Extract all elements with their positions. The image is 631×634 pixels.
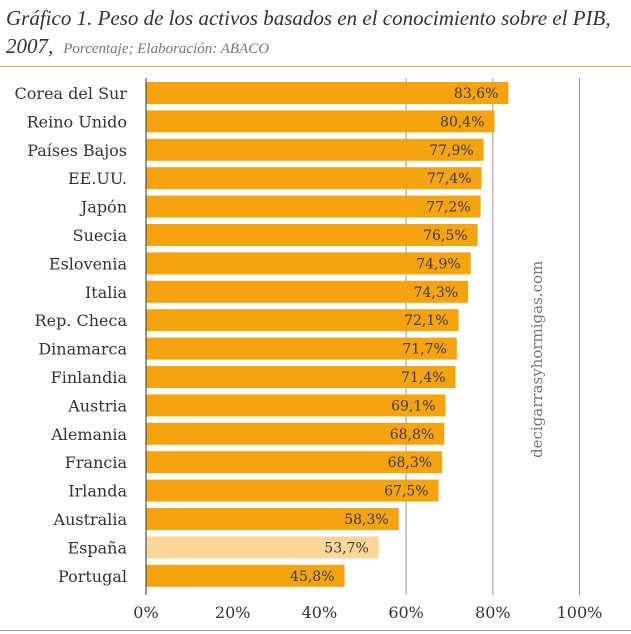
category-label: Corea del Sur	[15, 84, 128, 103]
x-tick-label: 60%	[388, 603, 424, 622]
category-label: Italia	[85, 283, 128, 302]
bar	[146, 451, 443, 474]
bar	[146, 138, 484, 161]
category-label: EE.UU.	[68, 169, 127, 188]
x-tick-label: 80%	[475, 603, 511, 622]
bar	[146, 366, 456, 388]
bar	[146, 82, 509, 104]
category-label: Finlandia	[51, 368, 128, 387]
chart-title-year: 2007,	[6, 34, 54, 58]
category-label: Reino Unido	[27, 112, 127, 131]
bar	[146, 224, 478, 246]
category-label: Francia	[65, 453, 128, 472]
bar	[146, 564, 345, 587]
category-label: Suecia	[73, 226, 128, 245]
category-label: Rep. Checa	[35, 311, 128, 330]
category-label: Eslovenia	[49, 254, 128, 273]
bar	[146, 337, 457, 360]
data-label: 77,2%	[426, 200, 470, 216]
data-label: 80,4%	[440, 114, 484, 130]
bar	[146, 479, 439, 502]
bar	[146, 167, 482, 190]
category-label: Irlanda	[68, 482, 127, 501]
data-label: 77,9%	[429, 143, 473, 159]
bar	[146, 252, 471, 275]
data-label: 53,7%	[324, 540, 368, 556]
bar	[146, 280, 469, 303]
category-label: Dinamarca	[38, 340, 127, 359]
chart-title-line-1: Gráfico 1. Peso de los activos basados e…	[6, 6, 611, 30]
x-tick-label: 100%	[557, 603, 603, 622]
category-label: Países Bajos	[27, 141, 127, 160]
data-label: 74,9%	[416, 256, 460, 272]
data-label: 45,8%	[290, 569, 334, 585]
data-label: 72,1%	[404, 313, 448, 329]
data-label: 74,3%	[414, 285, 458, 301]
chart-subtitle: Porcentaje; Elaboración: ABACO	[63, 41, 270, 57]
bottom-divider	[0, 630, 631, 631]
data-label: 71,7%	[402, 342, 446, 358]
bar	[146, 536, 379, 559]
bar	[146, 195, 481, 218]
data-label: 69,1%	[391, 398, 435, 414]
category-label: Australia	[53, 510, 128, 529]
bar	[146, 110, 495, 133]
category-label: Japón	[79, 198, 127, 217]
x-tick-label: 20%	[215, 603, 251, 622]
header-divider	[0, 66, 631, 67]
x-tick-label: 0%	[133, 603, 158, 622]
bar	[146, 508, 399, 530]
data-label: 83,6%	[454, 86, 498, 102]
category-label: Alemania	[50, 425, 127, 444]
category-label: España	[67, 538, 127, 557]
category-label: Portugal	[58, 567, 127, 586]
data-label: 67,5%	[384, 484, 428, 500]
bar	[146, 422, 445, 445]
chart-title-line-2: 2007, Porcentaje; Elaboración: ABACO	[6, 32, 626, 63]
x-tick-label: 40%	[302, 603, 338, 622]
data-label: 58,3%	[344, 512, 388, 528]
bar	[146, 309, 459, 332]
bar	[146, 394, 446, 417]
data-label: 71,4%	[401, 370, 445, 386]
watermark-text: decigarrasyhormigas.com	[528, 260, 546, 458]
chart-header: Gráfico 1. Peso de los activos basados e…	[6, 4, 626, 63]
data-label: 68,8%	[390, 427, 434, 443]
category-label: Austria	[67, 396, 127, 415]
data-label: 68,3%	[388, 455, 432, 471]
data-label: 76,5%	[423, 228, 467, 244]
data-label: 77,4%	[427, 171, 471, 187]
